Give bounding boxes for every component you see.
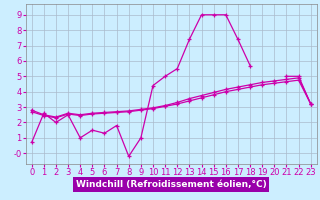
X-axis label: Windchill (Refroidissement éolien,°C): Windchill (Refroidissement éolien,°C) (76, 180, 267, 189)
